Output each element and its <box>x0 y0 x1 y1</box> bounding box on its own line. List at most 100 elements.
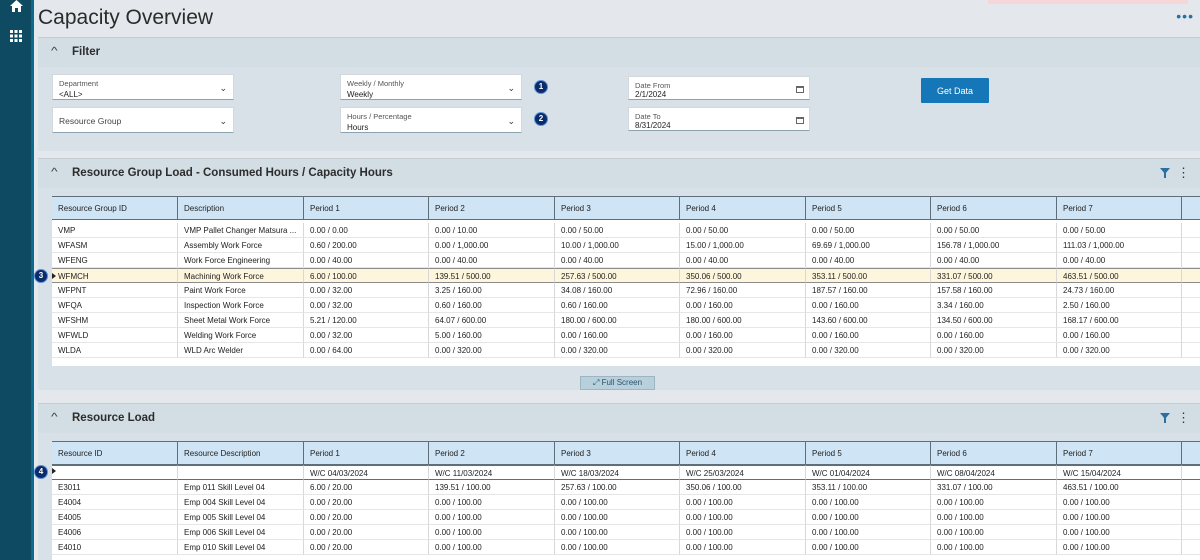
table-cell[interactable]: 0.00 / 160.00 <box>680 328 806 343</box>
table-cell[interactable]: 64.07 / 600.00 <box>429 313 555 328</box>
table-cell[interactable]: WFASM <box>52 238 178 253</box>
column-header[interactable]: Period 1 <box>304 196 429 220</box>
kebab-icon[interactable]: ⋮ <box>1177 410 1190 425</box>
table-cell[interactable]: 139.51 / 500.00 <box>429 268 555 283</box>
table-cell[interactable]: Emp 004 Skill Level 04 <box>178 495 304 510</box>
table-cell[interactable]: 0.60 / 160.00 <box>429 298 555 313</box>
table-cell[interactable]: 0.00 / 32.00 <box>304 283 429 298</box>
table-cell[interactable]: WFPNT <box>52 283 178 298</box>
table-cell[interactable]: 0.00 / 20.00 <box>304 540 429 555</box>
table-cell[interactable]: W/C 15/04/2024 <box>1057 465 1182 480</box>
table-cell[interactable]: 350.06 / 100.00 <box>680 480 806 495</box>
table-cell[interactable]: WLD Arc Welder <box>178 343 304 358</box>
table-cell[interactable]: 24.73 / 160.00 <box>1057 283 1182 298</box>
table-cell[interactable]: E4010 <box>52 540 178 555</box>
table-cell[interactable]: 0.00 / 100.00 <box>555 495 680 510</box>
table-cell[interactable]: 5.21 / 120.00 <box>304 313 429 328</box>
table-cell[interactable]: 0.00 / 20.00 <box>304 495 429 510</box>
full-screen-button[interactable]: ⤢ Full Screen <box>580 376 655 390</box>
table-row[interactable]: WFQA Inspection Work Force 0.00 / 32.00 0.6… <box>52 298 1200 313</box>
column-header[interactable]: Resource ID <box>52 441 178 465</box>
column-header[interactable]: Period 7 <box>1057 441 1182 465</box>
table-cell[interactable]: W/C 11/03/2024 <box>429 465 555 480</box>
table-row[interactable]: E4004 Emp 004 Skill Level 04 0.00 / 20.00 0… <box>52 495 1200 510</box>
table-cell[interactable]: 0.00 / 160.00 <box>806 328 931 343</box>
table-cell[interactable]: 0.00 / 20.00 <box>304 525 429 540</box>
table-cell[interactable]: 0.00 / 160.00 <box>555 328 680 343</box>
table-cell[interactable]: 0.00 / 50.00 <box>931 223 1057 238</box>
table-cell[interactable]: 0.00 / 100.00 <box>680 540 806 555</box>
table-cell[interactable]: 0.00 / 50.00 <box>555 223 680 238</box>
table-cell[interactable]: 331.07 / 100.00 <box>931 480 1057 495</box>
table-row[interactable]: WFPNT Paint Work Force 0.00 / 32.00 3.25 / … <box>52 283 1200 298</box>
table-cell[interactable]: 0.00 / 50.00 <box>1057 223 1182 238</box>
get-data-button[interactable]: Get Data <box>921 78 989 103</box>
table-cell[interactable]: 0.00 / 100.00 <box>429 495 555 510</box>
collapse-chevron-icon[interactable]: ^ <box>51 46 58 57</box>
table-cell[interactable]: 0.00 / 100.00 <box>555 510 680 525</box>
collapse-chevron-icon[interactable]: ^ <box>51 167 58 178</box>
table-cell[interactable]: WLDA <box>52 343 178 358</box>
table-cell[interactable]: W/C 01/04/2024 <box>806 465 931 480</box>
table-cell[interactable]: 0.00 / 100.00 <box>931 525 1057 540</box>
table-cell[interactable]: 0.00 / 100.00 <box>429 525 555 540</box>
table-cell[interactable]: W/C 18/03/2024 <box>555 465 680 480</box>
table-row[interactable]: WFSHM Sheet Metal Work Force 5.21 / 120.00… <box>52 313 1200 328</box>
table-cell[interactable]: 463.51 / 100.00 <box>1057 480 1182 495</box>
table-cell[interactable]: 0.00 / 100.00 <box>931 540 1057 555</box>
table-cell[interactable] <box>178 465 304 480</box>
column-header[interactable]: Period 1 <box>304 441 429 465</box>
table-cell[interactable]: 111.03 / 1,000.00 <box>1057 238 1182 253</box>
table-cell[interactable]: 0.00 / 40.00 <box>680 253 806 268</box>
funnel-icon[interactable] <box>1160 168 1170 178</box>
resource-group-select[interactable]: Resource Group ⌄ <box>52 107 234 133</box>
table-cell[interactable]: 0.00 / 320.00 <box>931 343 1057 358</box>
weekly-monthly-select[interactable]: Weekly / Monthly Weekly ⌄ <box>340 74 522 100</box>
home-icon[interactable] <box>8 0 24 16</box>
table-cell[interactable]: Emp 005 Skill Level 04 <box>178 510 304 525</box>
column-header[interactable]: Period 4 <box>680 441 806 465</box>
column-header[interactable]: Period 6 <box>931 441 1057 465</box>
column-header[interactable]: Period 3 <box>555 196 680 220</box>
table-cell[interactable]: E4004 <box>52 495 178 510</box>
table-cell[interactable]: 0.00 / 32.00 <box>304 298 429 313</box>
table-cell[interactable]: 0.60 / 200.00 <box>304 238 429 253</box>
date-from-field[interactable]: Date From 2/1/2024 <box>628 76 810 100</box>
table-cell[interactable]: 6.00 / 20.00 <box>304 480 429 495</box>
more-options-icon[interactable]: ••• <box>1176 8 1194 24</box>
table-cell[interactable]: 187.57 / 160.00 <box>806 283 931 298</box>
table-cell[interactable]: 3.25 / 160.00 <box>429 283 555 298</box>
table-cell[interactable]: 0.00 / 40.00 <box>1057 253 1182 268</box>
table-cell[interactable]: 3.34 / 160.00 <box>931 298 1057 313</box>
date-to-field[interactable]: Date To 8/31/2024 <box>628 107 810 131</box>
table-cell[interactable]: Emp 010 Skill Level 04 <box>178 540 304 555</box>
table-cell[interactable]: 0.00 / 40.00 <box>304 253 429 268</box>
table-cell[interactable]: 353.11 / 500.00 <box>806 268 931 283</box>
table-row[interactable]: WFENG Work Force Engineering 0.00 / 40.00 0… <box>52 253 1200 268</box>
table-cell[interactable]: 0.00 / 40.00 <box>931 253 1057 268</box>
table-cell[interactable]: 0.00 / 100.00 <box>931 510 1057 525</box>
table-cell[interactable]: Assembly Work Force <box>178 238 304 253</box>
resource-load-panel-header[interactable]: ^ Resource Load ⋮ <box>38 403 1200 433</box>
table-cell[interactable]: 168.17 / 600.00 <box>1057 313 1182 328</box>
table-cell[interactable]: 0.00 / 0.00 <box>304 223 429 238</box>
table-cell[interactable]: WFENG <box>52 253 178 268</box>
table-cell[interactable]: 0.00 / 100.00 <box>1057 540 1182 555</box>
column-header[interactable]: Description <box>178 196 304 220</box>
week-commencing-row[interactable]: W/C 04/03/2024 W/C 11/03/2024 W/C 18/03/20… <box>52 465 1200 480</box>
collapse-chevron-icon[interactable]: ^ <box>51 412 58 423</box>
table-cell[interactable]: 0.00 / 100.00 <box>429 540 555 555</box>
table-cell[interactable]: 0.00 / 100.00 <box>931 495 1057 510</box>
column-header[interactable]: Period 4 <box>680 196 806 220</box>
table-cell[interactable]: 0.00 / 32.00 <box>304 328 429 343</box>
table-cell[interactable]: 6.00 / 100.00 <box>304 268 429 283</box>
column-header[interactable]: Period 5 <box>806 196 931 220</box>
table-cell[interactable]: WFWLD <box>52 328 178 343</box>
group-load-panel-header[interactable]: ^ Resource Group Load - Consumed Hours /… <box>38 158 1200 188</box>
table-cell[interactable]: 0.00 / 160.00 <box>931 328 1057 343</box>
table-cell[interactable]: 0.00 / 100.00 <box>680 525 806 540</box>
table-cell[interactable]: 0.00 / 64.00 <box>304 343 429 358</box>
table-cell[interactable] <box>52 465 178 480</box>
table-cell[interactable]: 0.00 / 320.00 <box>429 343 555 358</box>
table-cell[interactable]: 0.00 / 100.00 <box>1057 525 1182 540</box>
